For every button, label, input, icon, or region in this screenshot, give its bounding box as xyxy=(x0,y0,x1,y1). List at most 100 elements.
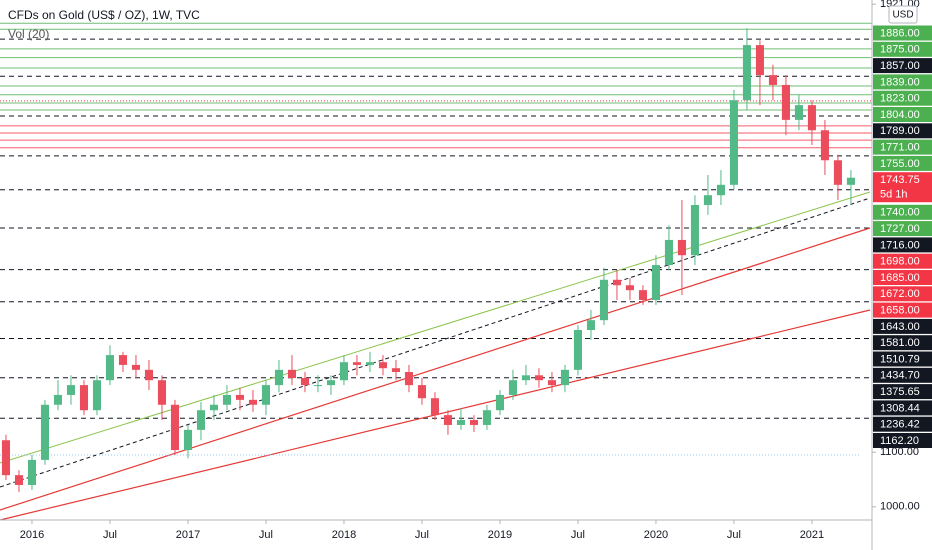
level-label-box xyxy=(873,433,932,448)
x-tick-label: Jul xyxy=(259,529,273,541)
level-label-box xyxy=(873,237,932,253)
x-tick-label: 2021 xyxy=(800,529,824,541)
candle-body xyxy=(352,362,361,365)
x-tick-label: Jul xyxy=(727,529,741,541)
level-label-box xyxy=(873,286,932,302)
level-label: 1510.79 xyxy=(880,353,920,365)
level-label-box xyxy=(873,221,932,237)
y-tick-label: 1100.00 xyxy=(880,446,919,458)
level-label: 1755.00 xyxy=(880,158,920,170)
candle-body xyxy=(677,239,686,256)
candle-body xyxy=(313,385,322,387)
candle-body xyxy=(430,398,439,416)
level-label: 1643.00 xyxy=(880,321,920,333)
candle-body xyxy=(716,184,725,196)
candle-body xyxy=(820,130,829,161)
candle-body xyxy=(92,380,102,411)
candle-body xyxy=(248,399,257,405)
level-label-box xyxy=(873,204,932,220)
level-label-box xyxy=(873,107,932,122)
indicator-label: Vol (20) xyxy=(8,27,49,41)
candle-body xyxy=(781,84,790,120)
trend-line xyxy=(0,227,871,511)
candle-body xyxy=(846,177,855,185)
candle-body xyxy=(651,265,660,300)
level-label-box xyxy=(873,253,932,269)
candle-body xyxy=(729,100,738,185)
trend-line xyxy=(0,197,871,488)
candle-body xyxy=(365,362,374,365)
candle-body xyxy=(105,355,115,381)
level-label: 1581.00 xyxy=(880,337,920,349)
candle-body xyxy=(196,410,206,430)
level-label: 1434.70 xyxy=(880,370,920,382)
candle-body xyxy=(287,369,296,379)
x-tick-label: 2019 xyxy=(488,529,512,541)
level-label-box xyxy=(873,318,932,334)
candle-body xyxy=(417,385,426,399)
current-price: 1743.75 xyxy=(880,174,920,186)
level-label: 1375.65 xyxy=(880,386,920,398)
currency-box[interactable] xyxy=(888,5,918,24)
candle-body xyxy=(235,394,244,400)
levels xyxy=(0,22,872,419)
candle-body xyxy=(157,380,167,405)
y-tick-label: 1921.00 xyxy=(880,0,920,10)
level-label-box xyxy=(873,302,932,318)
currency[interactable]: USD xyxy=(892,10,913,21)
level-label: 1727.00 xyxy=(880,223,920,235)
level-label-box xyxy=(873,139,932,155)
level-label-box xyxy=(873,416,932,432)
level-label: 1672.00 xyxy=(880,288,920,300)
level-label: 1236.42 xyxy=(880,419,920,431)
candle-body xyxy=(183,429,193,451)
level-label-box xyxy=(873,367,932,383)
candle-body xyxy=(456,420,465,425)
level-label-box xyxy=(873,74,932,90)
candle-body xyxy=(118,355,128,365)
level-label: 1716.00 xyxy=(880,239,920,251)
candle-body xyxy=(14,475,24,485)
level-label: 1658.00 xyxy=(880,305,920,317)
candle-body xyxy=(66,385,76,395)
chart-title: CFDs on Gold (US$ / OZ), 1W, TVC xyxy=(8,8,200,22)
candle-body xyxy=(573,329,582,370)
candle-body xyxy=(274,369,283,386)
candle-body xyxy=(586,320,595,330)
level-label-box xyxy=(873,351,932,367)
candle-body xyxy=(131,364,141,370)
candle-body xyxy=(339,362,348,381)
level-label-box xyxy=(873,270,932,285)
candle-body xyxy=(742,45,751,101)
candle-body xyxy=(794,105,803,120)
x-tick-label: 2016 xyxy=(20,529,44,541)
candle-body xyxy=(534,375,543,381)
level-label: 1771.00 xyxy=(880,142,920,154)
level-label: 1789.00 xyxy=(880,125,920,137)
x-tick-label: Jul xyxy=(415,529,429,541)
candle-body xyxy=(690,205,699,256)
candle-body xyxy=(300,378,309,386)
level-label: 1162.20 xyxy=(880,435,919,447)
level-label-box xyxy=(873,90,932,106)
candle-body xyxy=(378,362,387,369)
level-label: 1875.00 xyxy=(880,44,920,56)
candle-body xyxy=(482,410,491,425)
candle-body xyxy=(625,285,634,291)
level-label: 1740.00 xyxy=(880,207,920,219)
candle-body xyxy=(755,45,764,76)
level-label-box xyxy=(873,58,932,74)
candle-body xyxy=(508,380,517,395)
candle-body xyxy=(547,380,556,386)
candle-body xyxy=(144,369,154,381)
trend-line xyxy=(0,191,871,464)
candle-body xyxy=(40,404,50,460)
candle-body xyxy=(469,420,478,425)
candle-body xyxy=(170,404,180,451)
level-label-box xyxy=(873,155,932,171)
candle-body xyxy=(495,394,504,411)
level-label-box xyxy=(873,25,932,41)
x-tick-label: Jul xyxy=(571,529,585,541)
